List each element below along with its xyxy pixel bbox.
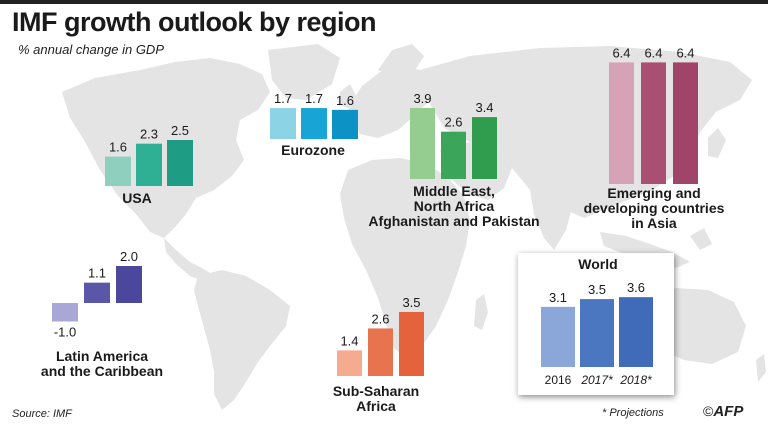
- emerging-and-developing-countries-in-asia-value-label-3: 6.4: [676, 45, 694, 60]
- sub-saharan-africa-title-line-1: Sub-Saharan: [333, 383, 419, 399]
- world-bar-1: [541, 306, 575, 367]
- world-bar-2: [580, 299, 614, 367]
- emerging-and-developing-countries-in-asia-bar-2: [641, 62, 666, 184]
- emerging-and-developing-countries-in-asia-title-line-3: in Asia: [631, 215, 677, 231]
- sub-saharan-africa-value-label-2: 2.6: [371, 311, 389, 326]
- usa-bar-2: [136, 143, 162, 186]
- middle-east-north-africa-afghanistan-and-pakistan-title-line-3: Afghanistan and Pakistan: [368, 213, 539, 229]
- sub-saharan-africa-value-label-3: 3.5: [402, 295, 420, 310]
- sub-saharan-africa-bar-3: [399, 311, 424, 376]
- usa-bar-1: [105, 156, 131, 186]
- sub-saharan-africa-value-label-1: 1.4: [340, 333, 358, 348]
- latin-america-and-the-caribbean-bar-1: [52, 303, 78, 322]
- top-rule: [0, 0, 768, 4]
- middle-east-north-africa-afghanistan-and-pakistan-value-label-1: 3.9: [413, 91, 431, 106]
- sub-saharan-africa-title-line-2: Africa: [356, 398, 396, 414]
- usa-title-line-1: USA: [122, 190, 152, 206]
- usa-value-label-2: 2.3: [140, 127, 158, 142]
- latin-america-and-the-caribbean-title-line-2: and the Caribbean: [41, 363, 163, 379]
- usa-value-label-3: 2.5: [171, 123, 189, 138]
- latin-america-and-the-caribbean-value-label-1: -1.0: [54, 325, 76, 340]
- latin-america-and-the-caribbean-bar-3: [116, 266, 142, 303]
- middle-east-north-africa-afghanistan-and-pakistan-bar-1: [410, 108, 435, 179]
- world-value-label-2: 3.5: [588, 282, 606, 297]
- latin-america-and-the-caribbean-bar-2: [84, 282, 110, 303]
- emerging-and-developing-countries-in-asia-bar-3: [673, 62, 698, 184]
- afp-logo-text: AFP: [713, 403, 744, 420]
- eurozone-title-line-1: Eurozone: [281, 142, 345, 158]
- world-category-label-2: 2017*: [580, 373, 613, 387]
- eurozone-value-label-1: 1.7: [274, 91, 292, 106]
- afp-credit: ©AFP: [703, 403, 743, 420]
- eurozone-value-label-3: 1.6: [336, 93, 354, 108]
- chart-title: IMF growth outlook by region: [12, 7, 376, 37]
- world-bar-3: [619, 297, 653, 367]
- emerging-and-developing-countries-in-asia-value-label-1: 6.4: [612, 45, 630, 60]
- latin-america-and-the-caribbean-value-label-3: 2.0: [120, 249, 138, 264]
- latin-america-and-the-caribbean-value-label-2: 1.1: [88, 266, 106, 281]
- sub-saharan-africa-bar-2: [368, 328, 393, 376]
- world-category-label-1: 2016: [545, 373, 572, 387]
- middle-east-north-africa-afghanistan-and-pakistan-bar-2: [441, 131, 466, 179]
- emerging-and-developing-countries-in-asia-value-label-2: 6.4: [644, 45, 662, 60]
- world-category-label-3: 2018*: [619, 373, 652, 387]
- middle-east-north-africa-afghanistan-and-pakistan-bar-3: [472, 117, 497, 179]
- middle-east-north-africa-afghanistan-and-pakistan-title-line-2: North Africa: [414, 198, 495, 214]
- projections-note: * Projections: [602, 407, 664, 419]
- emerging-and-developing-countries-in-asia-title-line-1: Emerging and: [607, 185, 700, 201]
- latin-america-and-the-caribbean-title-line-1: Latin America: [56, 348, 148, 364]
- middle-east-north-africa-afghanistan-and-pakistan-value-label-2: 2.6: [444, 115, 462, 130]
- world-value-label-1: 3.1: [549, 290, 567, 305]
- usa-bar-3: [167, 140, 193, 186]
- eurozone-value-label-2: 1.7: [305, 91, 323, 106]
- eurozone-bar-2: [301, 108, 327, 139]
- middle-east-north-africa-afghanistan-and-pakistan-value-label-3: 3.4: [475, 100, 493, 115]
- eurozone-bar-3: [332, 109, 358, 139]
- chart-subtitle: % annual change in GDP: [18, 42, 164, 57]
- usa-value-label-1: 1.6: [109, 140, 127, 155]
- middle-east-north-africa-afghanistan-and-pakistan-title-line-1: Middle East,: [413, 183, 495, 199]
- copyright-symbol: ©: [703, 403, 714, 419]
- emerging-and-developing-countries-in-asia-title-line-2: developing countries: [584, 200, 725, 216]
- world-value-label-3: 3.6: [627, 280, 645, 295]
- world-title-line-1: World: [578, 256, 617, 272]
- sub-saharan-africa-bar-1: [337, 350, 362, 376]
- emerging-and-developing-countries-in-asia-bar-1: [609, 62, 634, 184]
- source-note: Source: IMF: [12, 408, 72, 420]
- eurozone-bar-1: [270, 108, 296, 139]
